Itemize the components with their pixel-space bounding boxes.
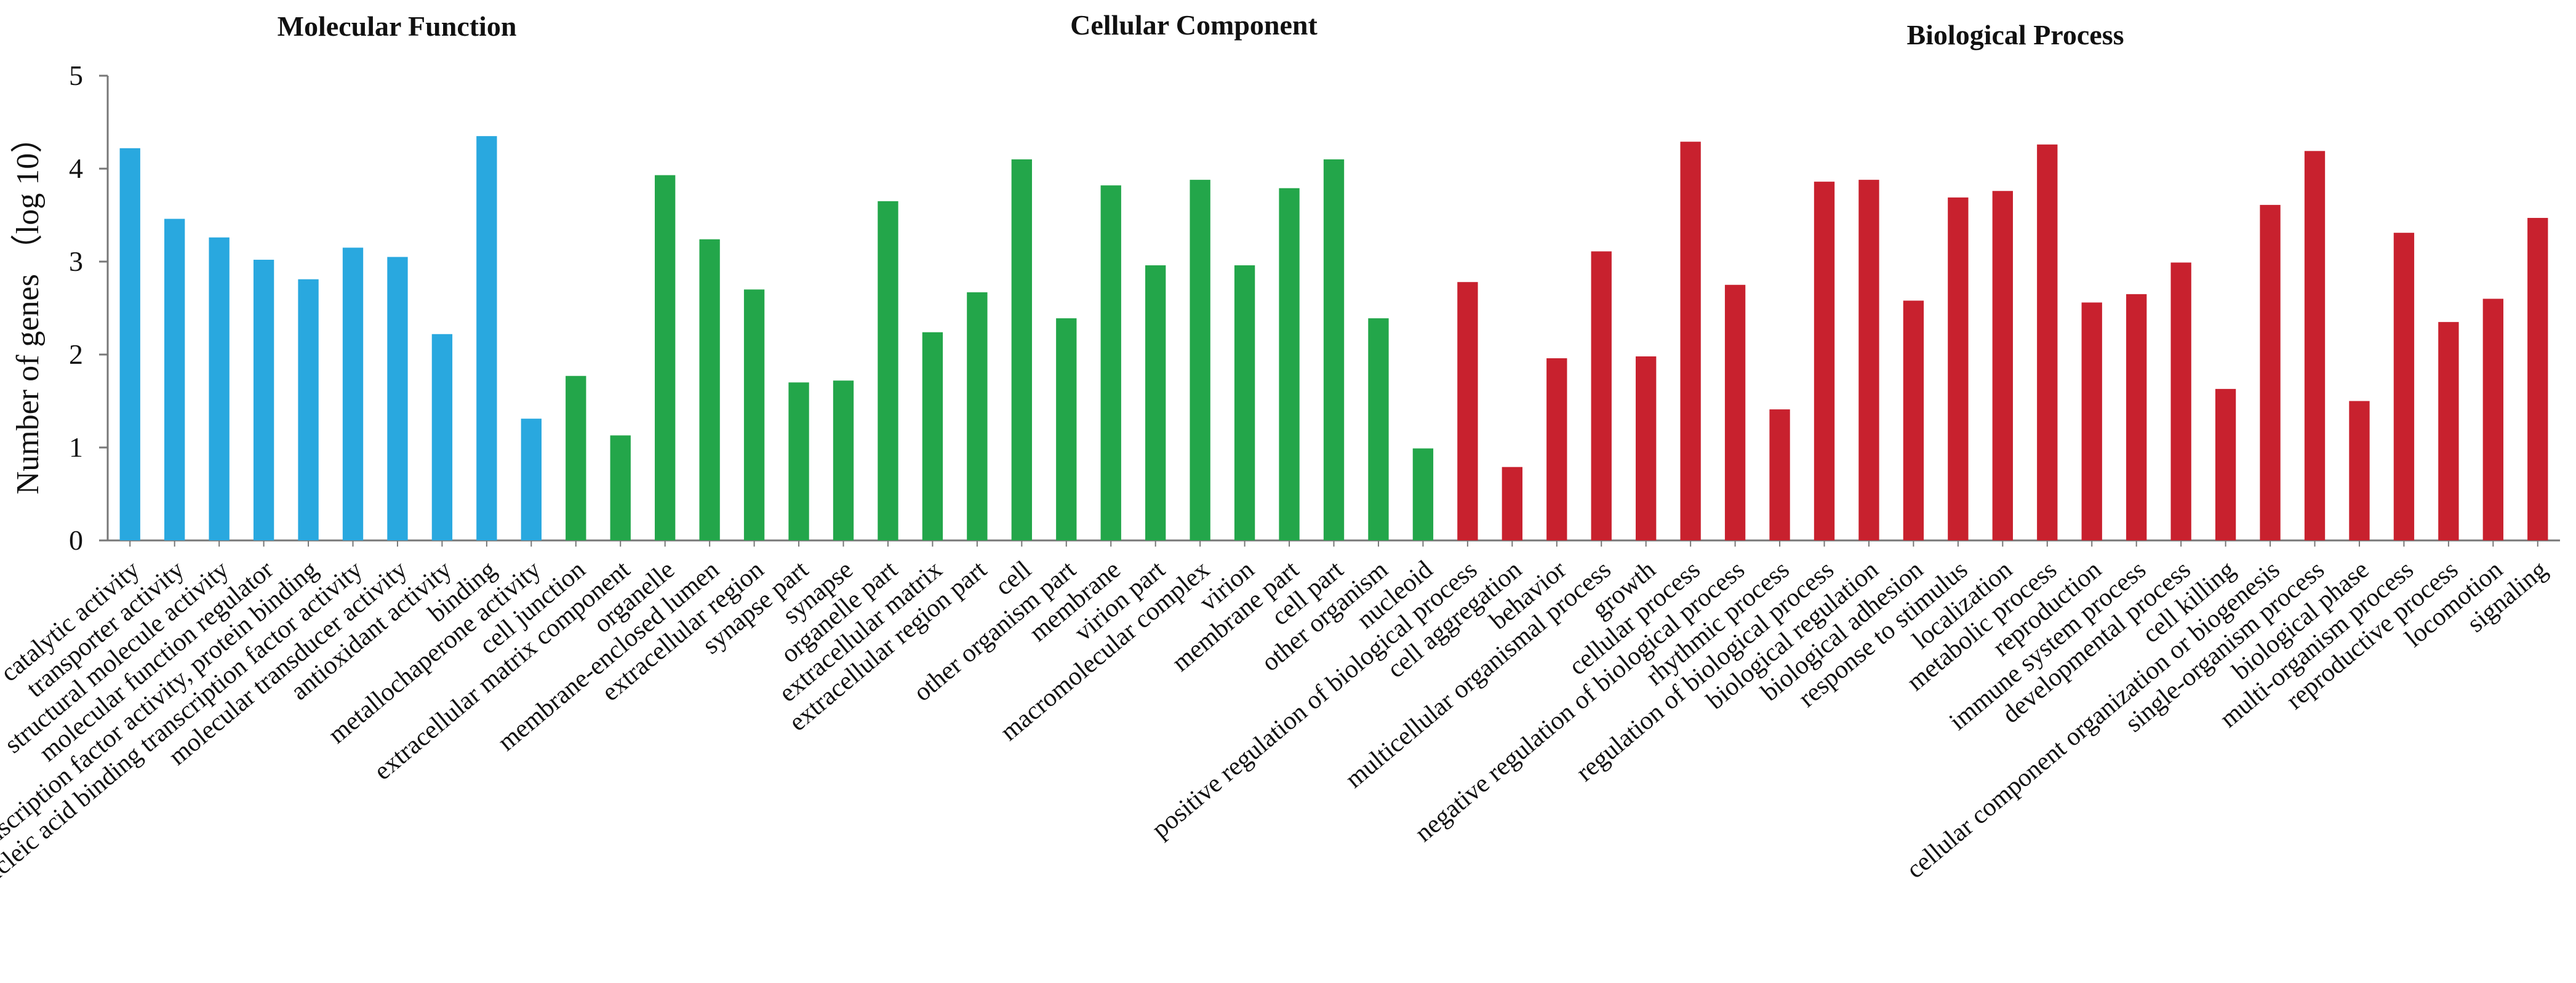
bar — [1056, 318, 1077, 540]
bar — [2393, 233, 2415, 540]
bar — [1903, 300, 1924, 540]
bar — [119, 148, 140, 540]
bar — [1992, 191, 2013, 540]
bar — [1948, 197, 1969, 540]
bar — [922, 332, 943, 540]
y-axis-title: Number of genes （log 10） — [10, 121, 46, 495]
bar — [2438, 322, 2459, 540]
y-ticks: 0 1 2 3 4 5 — [69, 60, 108, 556]
bar — [1680, 142, 1701, 540]
bar — [1412, 448, 1434, 540]
y-tick-label: 0 — [69, 524, 83, 556]
group-title-cellular-component: Cellular Component — [1070, 9, 1318, 41]
bar — [1457, 282, 1478, 540]
bar — [298, 279, 319, 540]
bar — [1323, 159, 1345, 540]
bar — [1145, 265, 1166, 540]
bar — [566, 375, 586, 540]
bar — [743, 289, 765, 540]
bar — [699, 239, 720, 540]
bar — [521, 419, 542, 540]
y-tick-label: 2 — [69, 339, 83, 370]
y-tick-label: 3 — [69, 246, 83, 277]
bar — [2349, 401, 2370, 540]
bar — [655, 175, 676, 540]
group-titles: Molecular Function Cellular Component Bi… — [278, 9, 2124, 50]
bar — [1546, 358, 1567, 540]
bar — [431, 334, 453, 540]
bar — [610, 435, 631, 540]
bar — [1636, 356, 1657, 540]
bar — [1234, 265, 1255, 540]
bar — [476, 136, 497, 540]
bar — [878, 201, 898, 541]
bar — [1591, 251, 1612, 540]
bar — [342, 247, 364, 540]
bar — [2527, 218, 2548, 540]
bar — [1769, 409, 1790, 540]
y-tick-label: 5 — [69, 60, 83, 91]
bar — [2126, 294, 2147, 540]
bar — [209, 237, 230, 540]
bar — [1858, 180, 1879, 540]
bar — [2215, 388, 2236, 540]
bar — [833, 380, 854, 540]
bar — [253, 259, 274, 540]
bar — [2037, 144, 2058, 541]
bar — [1190, 180, 1210, 540]
bar — [1011, 159, 1032, 540]
bar — [2304, 151, 2326, 540]
bar — [2482, 299, 2503, 540]
bar — [2081, 302, 2102, 540]
bar — [164, 219, 185, 540]
bar — [1100, 185, 1121, 540]
y-tick-label: 1 — [69, 431, 83, 463]
bar — [1279, 188, 1300, 541]
bar — [387, 257, 408, 540]
bar — [2260, 204, 2281, 540]
bar — [967, 292, 988, 540]
bar — [1368, 318, 1389, 540]
bar — [1724, 284, 1746, 540]
bar — [788, 382, 809, 540]
bars — [119, 136, 2548, 541]
bar — [2170, 262, 2191, 540]
bar — [1502, 467, 1522, 540]
bar — [1814, 182, 1835, 540]
group-title-molecular-function: Molecular Function — [278, 10, 517, 42]
y-tick-label: 4 — [69, 153, 83, 184]
group-title-biological-process: Biological Process — [1906, 19, 2124, 50]
